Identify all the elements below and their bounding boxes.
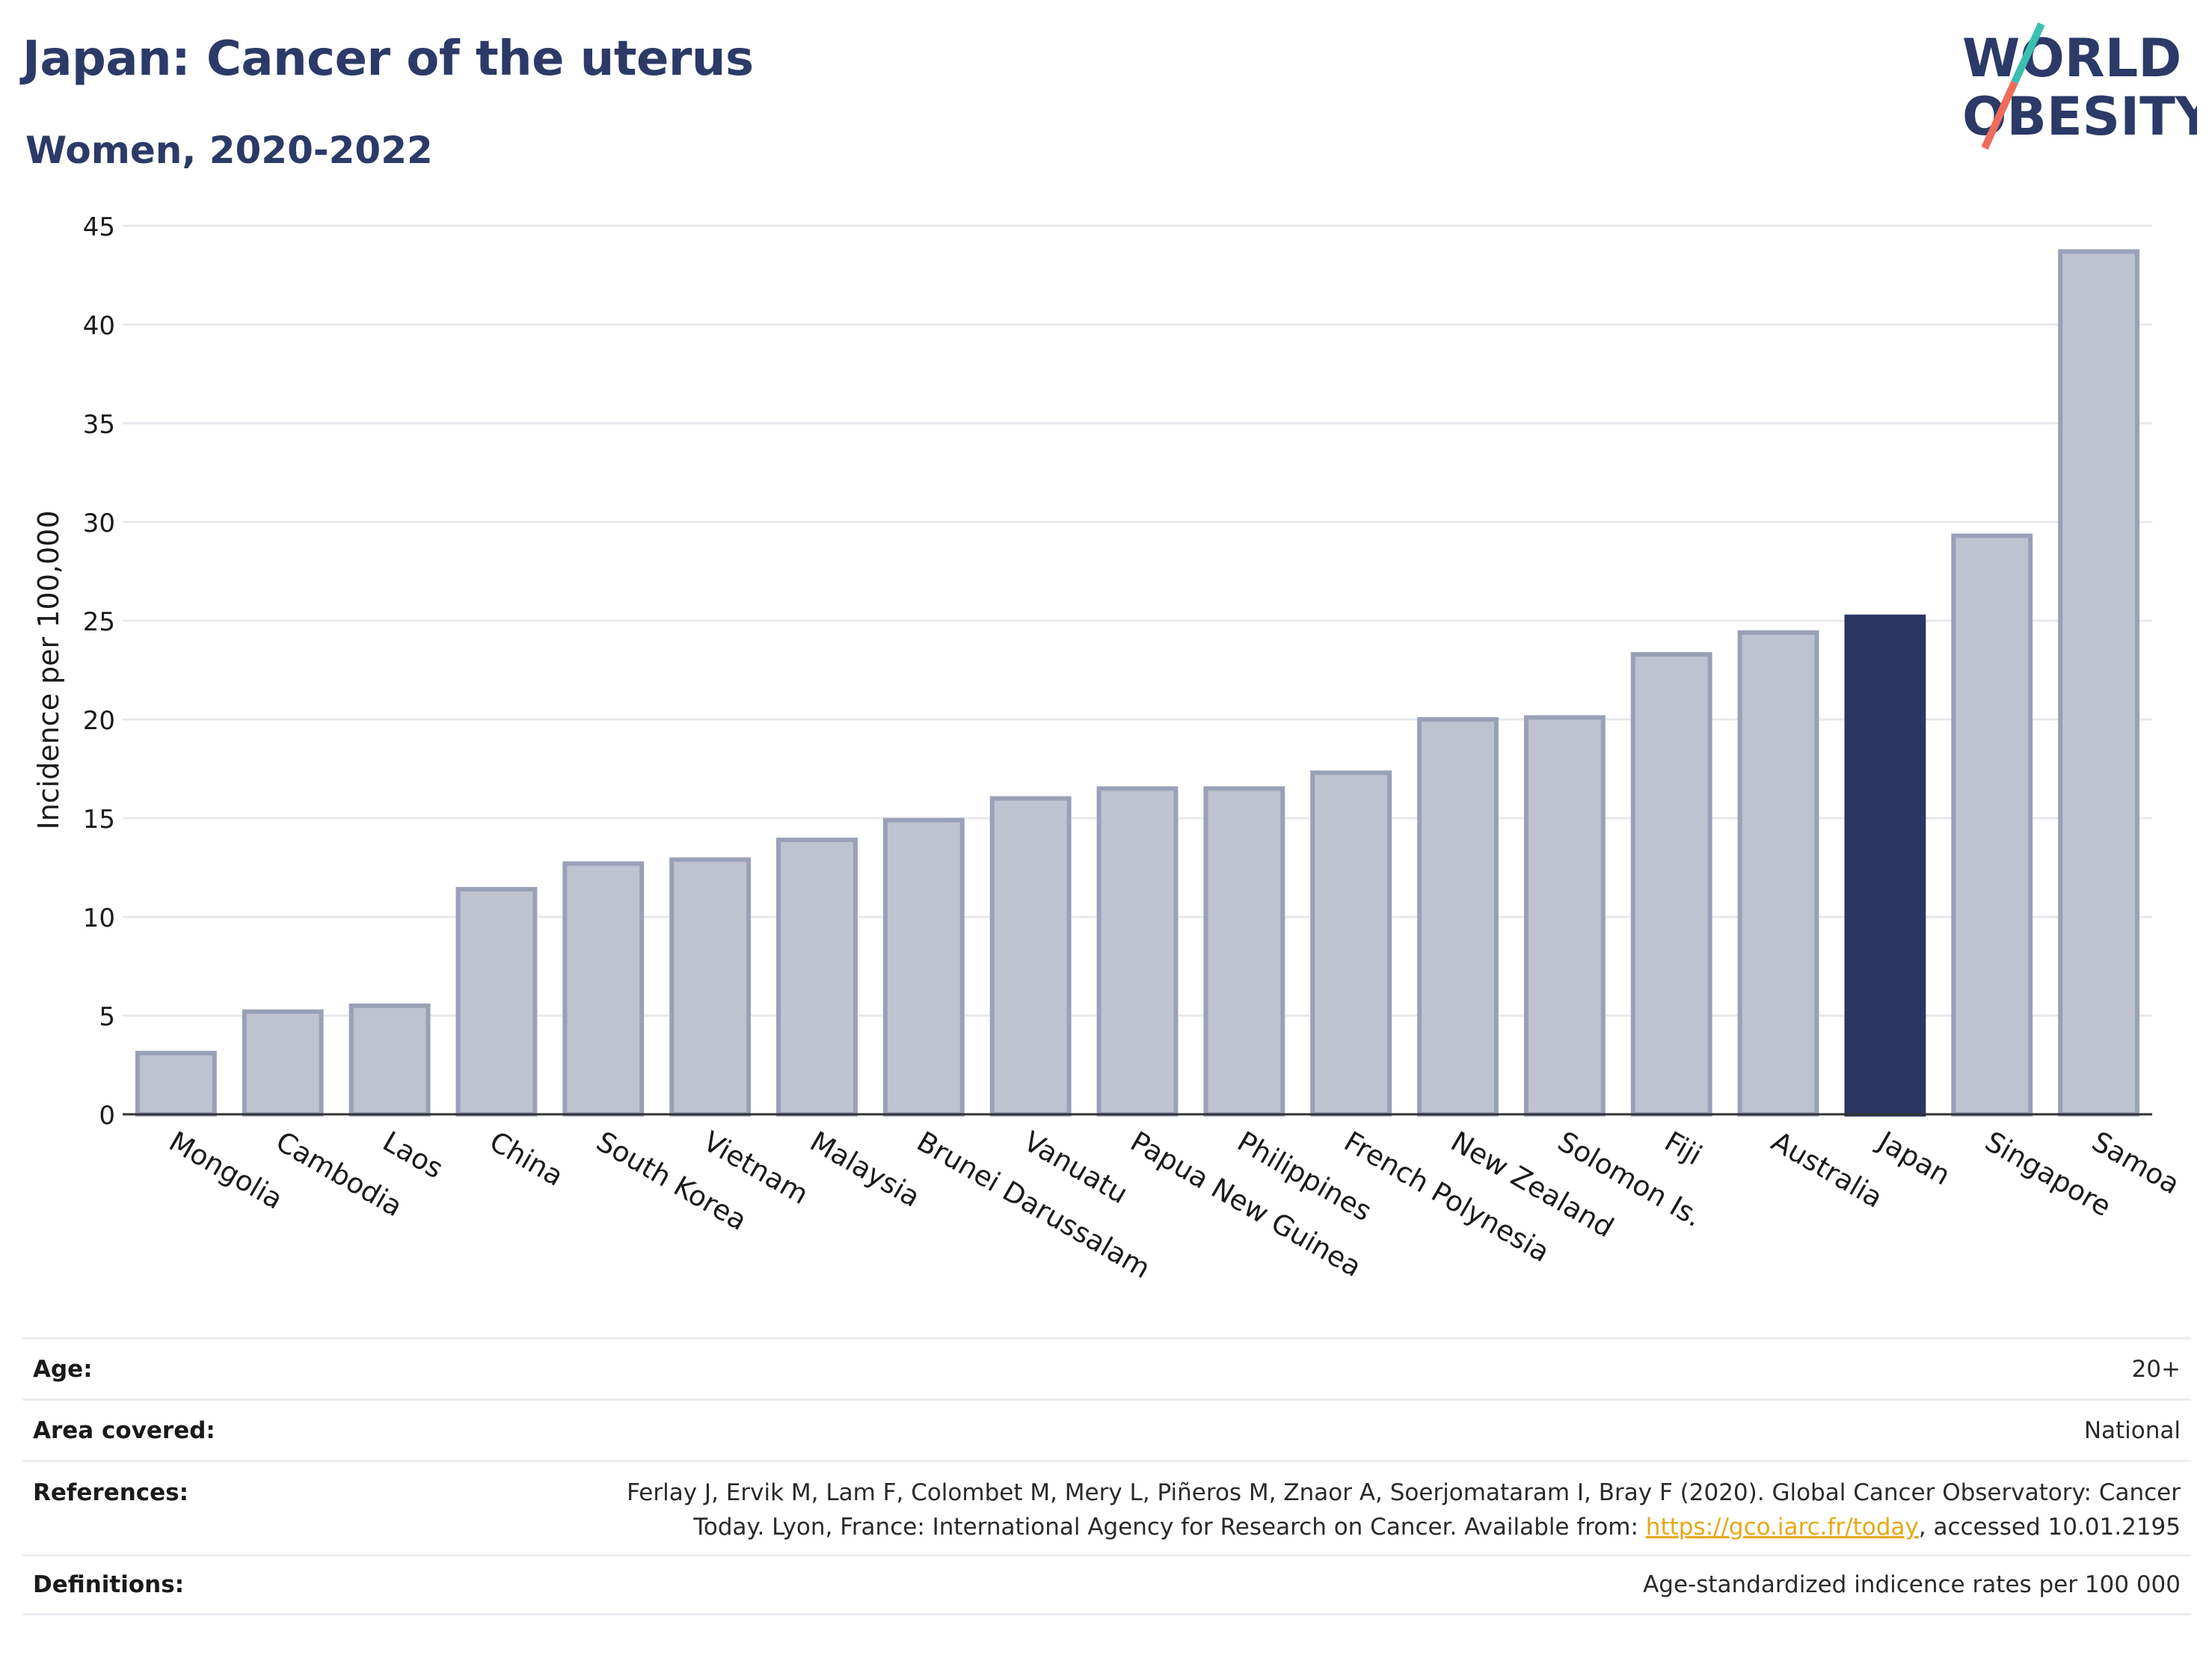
bar-solomon-is: [1523, 715, 1606, 1117]
x-tick-label: Mongolia: [164, 1126, 288, 1216]
logo-slash-bottom: [1981, 80, 2018, 150]
x-tick-label: Australia: [1766, 1126, 1888, 1215]
references-line2-post: , accessed 10.01.2195: [1918, 1514, 2181, 1541]
age-value: 20+: [2131, 1355, 2181, 1383]
x-tick-label: Laos: [378, 1126, 449, 1185]
bar-laos: [348, 1003, 431, 1117]
y-axis-label: Incidence per 100,000: [32, 510, 65, 829]
bar-australia: [1737, 630, 1819, 1117]
bar-brunei-darussalam: [882, 817, 965, 1117]
references-value: Ferlay J, Ervik M, Lam F, Colombet M, Me…: [627, 1476, 2181, 1544]
x-tick-label: Fiji: [1659, 1126, 1707, 1172]
y-tick-label: 45: [83, 212, 115, 242]
meta-row-references: References: Ferlay J, Ervik M, Lam F, Co…: [22, 1460, 2191, 1554]
references-line2-pre: Today. Lyon, France: International Agenc…: [693, 1514, 1646, 1541]
definitions-value: Age-standardized indicence rates per 100…: [1643, 1571, 2181, 1598]
chart-subtitle: Women, 2020-2022: [25, 129, 433, 172]
chart-title: Japan: Cancer of the uterus: [22, 31, 754, 87]
bar-malaysia: [776, 838, 858, 1117]
x-tick-label: China: [484, 1126, 568, 1193]
bar-japan: [1844, 614, 1926, 1117]
bar-philippines: [1203, 786, 1285, 1117]
metadata-table: Age: 20+ Area covered: National Referenc…: [22, 1337, 2191, 1615]
y-tick-label: 15: [83, 805, 115, 835]
y-tick-label: 10: [83, 903, 115, 933]
meta-row-age: Age: 20+: [22, 1337, 2191, 1398]
y-tick-label: 5: [99, 1002, 115, 1032]
bar-french-polynesia: [1310, 770, 1392, 1117]
references-link[interactable]: https://gco.iarc.fr/today: [1645, 1514, 1919, 1541]
bar-mongolia: [135, 1051, 217, 1117]
meta-row-definitions: Definitions: Age-standardized indicence …: [22, 1554, 2191, 1615]
world-obesity-logo: WORLD OBESITY: [1962, 22, 2197, 150]
definitions-label: Definitions:: [33, 1571, 185, 1598]
bar-cambodia: [242, 1009, 324, 1117]
meta-row-area: Area covered: National: [22, 1398, 2191, 1460]
bar-papua-new-guinea: [1096, 786, 1179, 1117]
area-label: Area covered:: [33, 1416, 215, 1444]
logo-slash-top: [2011, 22, 2045, 85]
bar-china: [455, 887, 538, 1117]
references-label: References:: [33, 1479, 189, 1506]
bar-vanuatu: [989, 796, 1072, 1117]
y-tick-label: 40: [83, 311, 115, 341]
y-tick-label: 0: [99, 1101, 115, 1131]
y-tick-label: 35: [83, 410, 115, 440]
bar-samoa: [2058, 249, 2140, 1117]
y-tick-label: 30: [83, 509, 115, 538]
bar-fiji: [1630, 651, 1712, 1117]
x-tick-label: Japan: [1872, 1125, 1956, 1192]
age-label: Age:: [33, 1355, 93, 1383]
y-tick-label: 25: [83, 607, 115, 637]
y-tick-label: 20: [83, 706, 115, 736]
logo-text-world: WORLD: [1962, 28, 2181, 89]
bar-vietnam: [669, 857, 752, 1117]
bar-singapore: [1951, 533, 2033, 1117]
bar-south-korea: [562, 861, 645, 1117]
bar-new-zealand: [1417, 717, 1499, 1117]
references-line1: Ferlay J, Ervik M, Lam F, Colombet M, Me…: [627, 1479, 2181, 1506]
area-value: National: [2083, 1416, 2181, 1444]
x-tick-label: Malaysia: [805, 1126, 926, 1214]
